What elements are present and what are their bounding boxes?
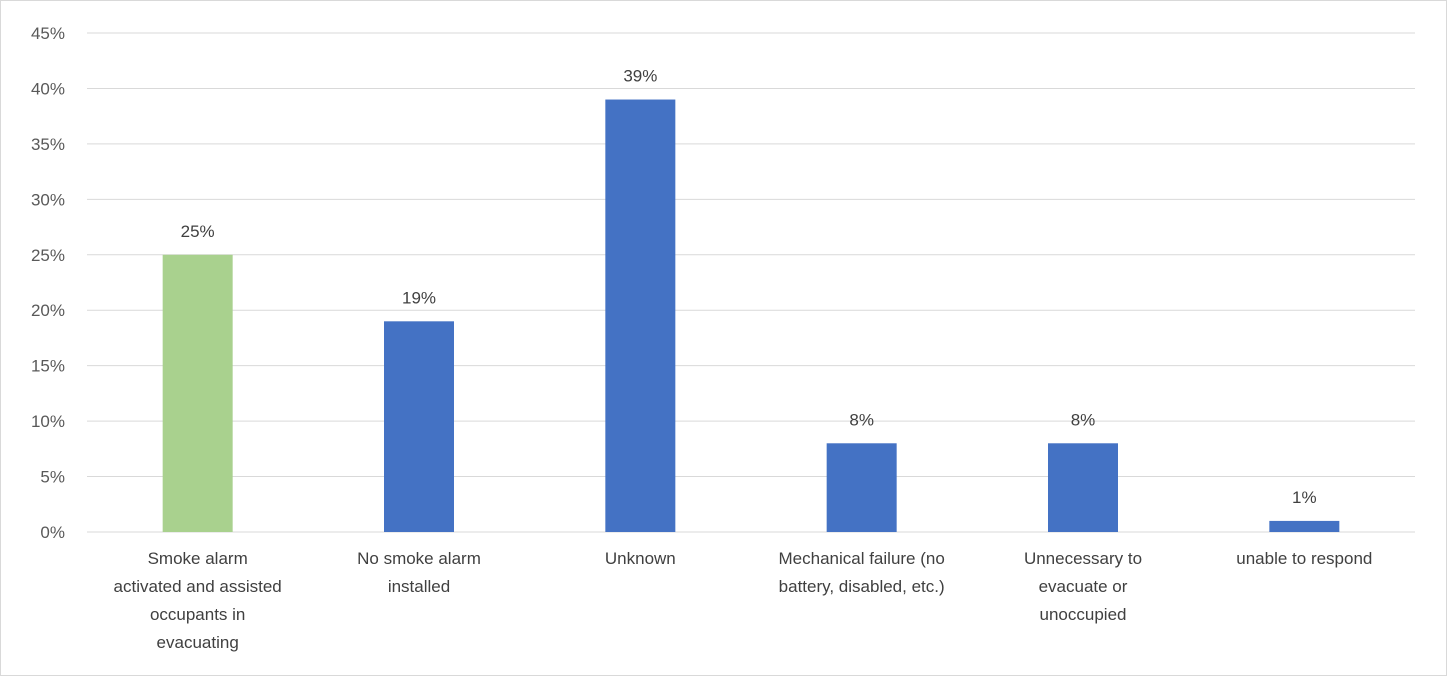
x-category-label-line: unoccupied — [1040, 605, 1127, 624]
gridlines — [87, 32, 1415, 533]
x-category-label: Mechanical failure (no battery, disabled,… — [779, 549, 945, 596]
y-tick-label: 40% — [31, 79, 65, 98]
y-tick-label: 15% — [31, 357, 65, 376]
x-category-label: No smoke alarm installed — [357, 549, 481, 596]
x-category-label-line: battery, disabled, etc.) — [779, 577, 945, 596]
data-label: 25% — [181, 222, 215, 241]
y-tick-label: 20% — [31, 301, 65, 320]
data-label: 1% — [1292, 488, 1317, 507]
x-category-label-line: evacuating — [157, 633, 239, 652]
x-category-label-line: installed — [388, 577, 450, 596]
x-category-label-line: activated and assisted — [114, 577, 282, 596]
x-category-label-line: evacuate or — [1039, 577, 1128, 596]
bar — [605, 99, 676, 533]
x-category-label-line: unable to respond — [1236, 549, 1372, 568]
x-category-label-line: Mechanical failure (no — [779, 549, 945, 568]
bar — [162, 254, 233, 532]
x-category-label: unable to respond — [1236, 549, 1372, 568]
x-category-label-line: occupants in — [150, 605, 245, 624]
x-category-label-line: Unknown — [605, 549, 676, 568]
y-tick-label: 25% — [31, 246, 65, 265]
y-tick-label: 10% — [31, 412, 65, 431]
x-category-label-line: Smoke alarm — [148, 549, 248, 568]
data-labels: 25% 19% 39% 8% 8% 1% — [181, 67, 1317, 507]
data-label: 8% — [849, 410, 874, 429]
y-tick-label: 35% — [31, 135, 65, 154]
x-category-label: Unknown — [605, 549, 676, 568]
y-tick-label: 30% — [31, 190, 65, 209]
bar — [1048, 443, 1118, 532]
bar — [1269, 520, 1340, 532]
data-label: 19% — [402, 288, 436, 307]
y-tick-label: 0% — [40, 523, 65, 542]
bars — [162, 99, 1340, 533]
bar — [826, 443, 897, 532]
x-category-label-line: Unnecessary to — [1024, 549, 1142, 568]
bar — [384, 321, 454, 532]
x-category-label: Smoke alarm activated and assisted occupan… — [114, 549, 282, 652]
x-axis-category-labels: Smoke alarm activated and assisted occupan… — [114, 549, 1373, 652]
y-tick-label: 45% — [31, 24, 65, 43]
data-label: 39% — [623, 67, 657, 86]
y-axis-tick-labels: 0% 5% 10% 15% 20% 25% 30% 35% 40% 45% — [31, 24, 65, 542]
y-tick-label: 5% — [40, 468, 65, 487]
x-category-label: Unnecessary to evacuate or unoccupied — [1024, 549, 1142, 624]
x-category-label-line: No smoke alarm — [357, 549, 481, 568]
data-label: 8% — [1071, 410, 1096, 429]
